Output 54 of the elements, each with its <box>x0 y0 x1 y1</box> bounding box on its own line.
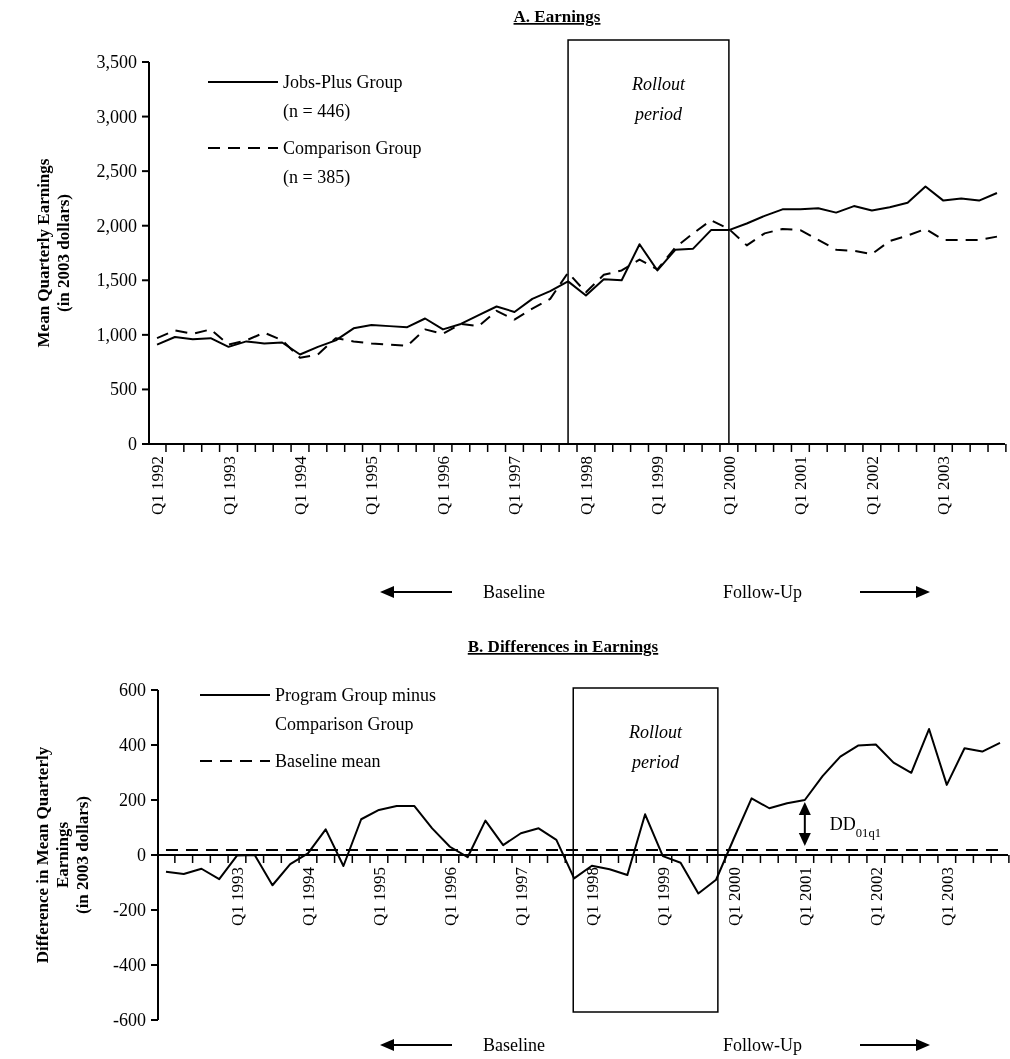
y-tick-label: 2,000 <box>96 215 137 236</box>
y-tick-label: 500 <box>110 379 137 400</box>
x-tick-label: Q1 2000 <box>724 867 744 927</box>
x-tick-label: Q1 1993 <box>227 867 247 927</box>
y-axis-title: Mean Quarterly Earnings (in 2003 dollars) <box>34 158 73 348</box>
text: Follow-Up <box>723 1035 803 1055</box>
chart-title: B. Differences in Earnings <box>467 637 659 656</box>
y-tick-label: -400 <box>113 955 146 975</box>
x-tick-label: Q1 1997 <box>511 866 531 927</box>
x-tick-label: Q1 1993 <box>219 456 239 516</box>
y-tick-label: 2,500 <box>96 161 137 182</box>
x-tick-label: Q1 1997 <box>505 455 525 516</box>
x-tick-label: Q1 2000 <box>719 456 739 516</box>
x-tick-label: Q1 1998 <box>582 867 602 927</box>
x-tick-label: Q1 2002 <box>866 867 886 927</box>
y-tick-label: -200 <box>113 900 146 920</box>
y-axis-title: Difference in Mean Quarterly Earnings (in 2003 dollars) <box>33 746 92 964</box>
x-tick-label: Q1 1996 <box>440 867 460 927</box>
annotation: Rollout period <box>628 722 684 772</box>
x-tick-label: Q1 2001 <box>795 867 815 927</box>
legend-label: Program Group minus Comparison Group <box>275 685 436 734</box>
y-tick-label: 600 <box>119 680 146 700</box>
x-tick-label: Q1 2003 <box>934 456 954 516</box>
chart-title: A. Earnings <box>513 7 601 26</box>
y-tick-label: -600 <box>113 1010 146 1030</box>
x-tick-label: Q1 1995 <box>369 867 389 927</box>
y-tick-label: 0 <box>128 434 137 454</box>
legend-label: Baseline mean <box>275 751 381 771</box>
x-tick-label: Q1 2002 <box>862 456 882 516</box>
legend-label: Jobs-Plus Group (n = 446) <box>283 72 403 122</box>
x-tick-label: Q1 1994 <box>291 455 311 516</box>
x-tick-label: Q1 1995 <box>362 456 382 516</box>
y-tick-label: 3,000 <box>96 106 137 127</box>
legend-label: Comparison Group (n = 385) <box>283 138 422 188</box>
y-tick-label: 1,500 <box>96 270 137 291</box>
y-tick-label: 0 <box>137 845 146 865</box>
x-tick-label: Q1 2001 <box>791 456 811 516</box>
text: Baseline <box>483 582 545 602</box>
y-tick-label: 200 <box>119 790 146 810</box>
x-tick-label: Q1 1998 <box>576 456 596 516</box>
x-tick-label: Q1 1999 <box>653 867 673 927</box>
y-tick-label: 400 <box>119 735 146 755</box>
y-tick-label: 1,000 <box>96 324 137 345</box>
x-tick-label: Q1 1994 <box>298 866 318 927</box>
x-tick-label: Q1 2003 <box>937 867 957 927</box>
x-tick-label: Q1 1992 <box>148 456 168 516</box>
text: Baseline <box>483 1035 545 1055</box>
x-tick-label: Q1 1999 <box>648 456 668 516</box>
x-tick-label: Q1 1996 <box>433 456 453 516</box>
y-tick-label: 3,500 <box>96 52 137 72</box>
text: Follow-Up <box>723 582 803 602</box>
annotation: Rollout period <box>630 74 686 124</box>
line-series <box>156 185 998 356</box>
annotation: DD$_{01q1}$ <box>829 814 881 841</box>
